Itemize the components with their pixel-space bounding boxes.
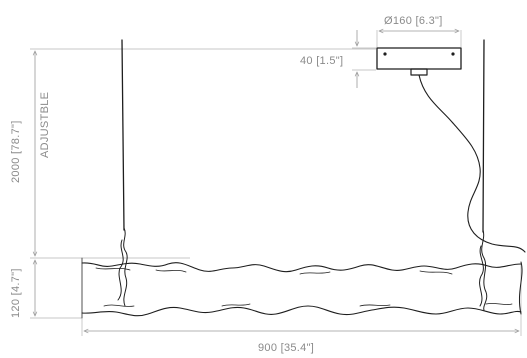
drop-length-dimension: 2000 [78.7"] ADJUSTBLE (10, 48, 376, 259)
body-height-label: 120 [4.7"] (10, 268, 22, 318)
power-cord (418, 74, 526, 253)
canopy-height-dimension: 40 [1.5"] (300, 30, 376, 88)
ceiling-canopy (376, 47, 462, 76)
canopy-diameter-label: Ø160 [6.3"] (384, 15, 443, 27)
drop-length-label: 2000 [78.7"] (10, 120, 22, 183)
canopy-height-label: 40 [1.5"] (300, 55, 343, 67)
canopy-diameter-dimension: Ø160 [6.3"] (376, 15, 462, 47)
adjustable-label: ADJUSTBLE (39, 92, 51, 158)
suspension-rods (117, 39, 488, 311)
body-height-dimension: 120 [4.7"] (10, 257, 190, 319)
body-length-label: 900 [35.4"] (258, 342, 314, 354)
body-length-dimension: 900 [35.4"] (81, 258, 522, 354)
luminaire-body (81, 257, 523, 319)
